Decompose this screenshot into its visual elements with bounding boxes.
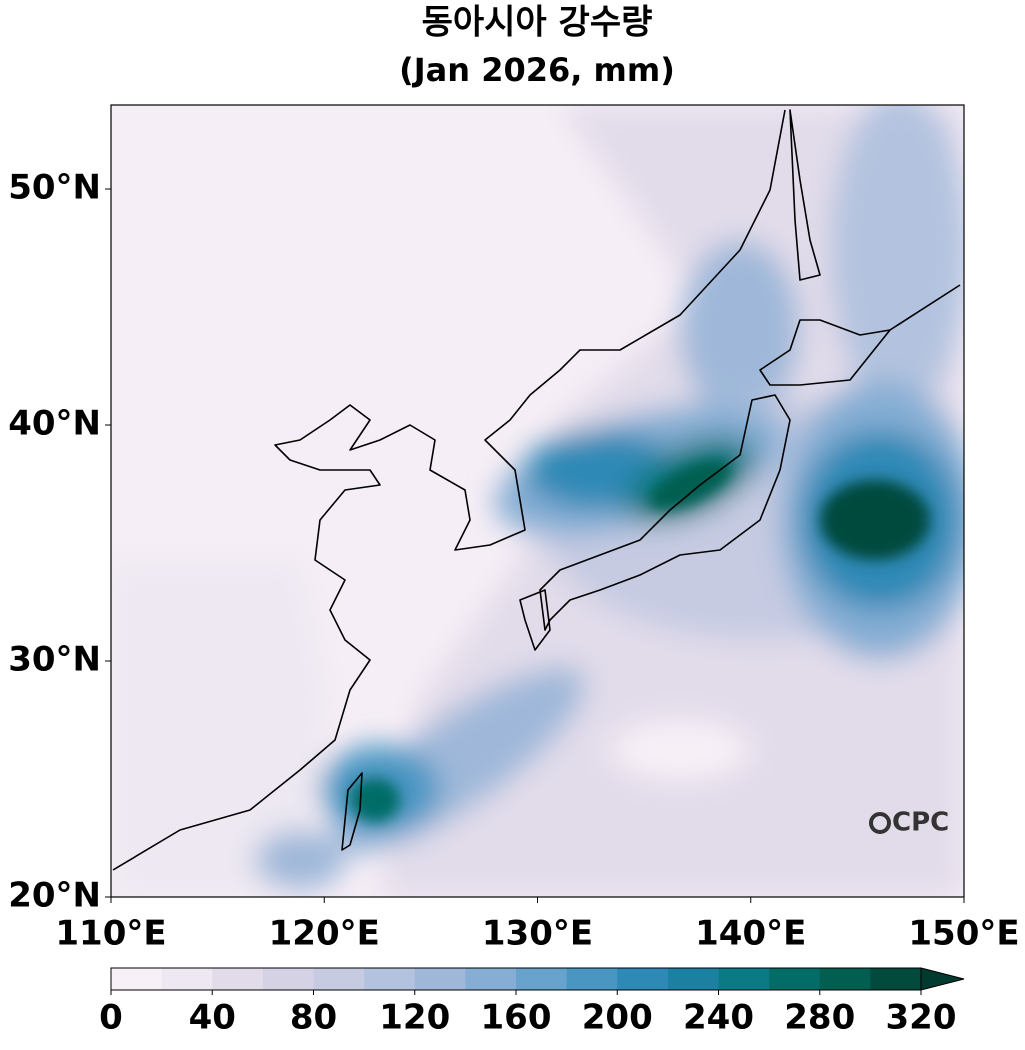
colorbar-segment: [262, 968, 314, 990]
colorbar-segment: [313, 968, 365, 990]
colorbar-segment: [364, 968, 416, 990]
colorbar-segment: [819, 968, 871, 990]
colorbar-extend: [920, 967, 965, 991]
logo: CPC: [892, 808, 949, 838]
colorbar-segment: [161, 968, 213, 990]
colorbar-segment: [667, 968, 719, 990]
colorbar-tick-label: 160: [481, 998, 552, 1038]
coastline: [112, 109, 786, 871]
colorbar-segment: [212, 968, 264, 990]
y-tick-label: 20°N: [8, 876, 101, 916]
x-tick-label: 110°E: [55, 914, 166, 954]
colorbar-tick-label: 320: [886, 998, 957, 1038]
x-tick-label: 130°E: [482, 914, 593, 954]
colorbar-tick-label: 200: [582, 998, 653, 1038]
title: 동아시아 강수량: [422, 3, 653, 43]
coastline: [519, 589, 551, 651]
colorbar-segment: [870, 968, 922, 990]
coastline: [759, 319, 891, 386]
x-tick-label: 140°E: [695, 914, 806, 954]
precip-field: [111, 105, 964, 897]
colorbar-segment: [465, 968, 517, 990]
coastline: [789, 109, 961, 331]
colorbar-tick-label: 240: [683, 998, 754, 1038]
colorbar-tick-label: 40: [189, 998, 236, 1038]
coastline: [341, 772, 363, 851]
x-tick-label: 150°E: [908, 914, 1019, 954]
colorbar-tick-label: 80: [290, 998, 337, 1038]
colorbar-segment: [617, 968, 669, 990]
coastline: [539, 394, 791, 631]
y-tick-label: 30°N: [8, 640, 101, 680]
colorbar-segment: [111, 968, 163, 990]
colorbar-tick-label: 0: [99, 998, 123, 1038]
colorbar-segment: [566, 968, 618, 990]
coastlines: [112, 109, 961, 871]
colorbar-segment: [414, 968, 466, 990]
colorbar-segment: [516, 968, 568, 990]
x-tick-label: 120°E: [269, 914, 380, 954]
y-tick-label: 50°N: [8, 168, 101, 208]
colorbar-segment: [718, 968, 770, 990]
colorbar-segment: [769, 968, 821, 990]
y-tick-label: 40°N: [8, 404, 101, 444]
colorbar-tick-label: 280: [784, 998, 855, 1038]
colorbar-tick-label: 120: [379, 998, 450, 1038]
logo-icon: [869, 812, 891, 834]
subtitle: (Jan 2026, mm): [399, 51, 675, 89]
